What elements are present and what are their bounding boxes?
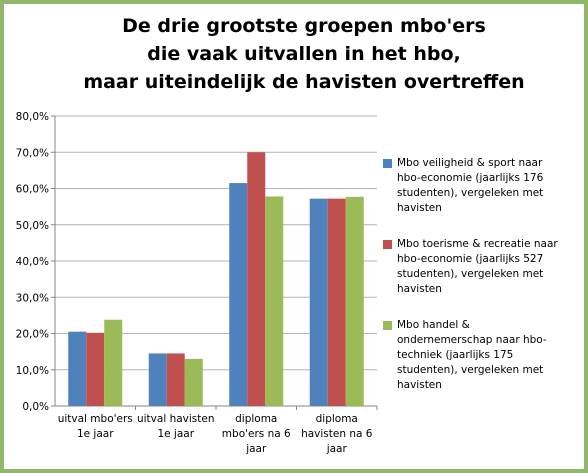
y-tick-label: 0,0% bbox=[22, 401, 49, 413]
x-tick-label-line: jaar bbox=[245, 443, 267, 455]
bar-series-2-1 bbox=[86, 332, 105, 406]
y-tick-label: 50,0% bbox=[16, 220, 49, 232]
legend-label-line: havisten bbox=[397, 202, 442, 214]
chart-title: De drie grootste groepen mbo'ers die vaa… bbox=[44, 12, 564, 96]
x-tick-label: uitval havisten 1e jaar bbox=[137, 413, 215, 440]
legend-label-line: Mbo veiligheid & sport naar bbox=[397, 157, 543, 169]
y-tick-label: 30,0% bbox=[16, 292, 49, 304]
bar-series-3-2 bbox=[184, 358, 203, 406]
chart-legend: Mbo veiligheid & sport naar hbo-economie … bbox=[383, 156, 578, 414]
bar-series-3-1 bbox=[104, 319, 123, 406]
chart-title-line-2: die vaak uitvallen in het hbo, bbox=[147, 43, 461, 65]
legend-swatch bbox=[383, 240, 392, 249]
legend-label-line: havisten bbox=[397, 379, 442, 391]
bar-series-2-3 bbox=[247, 152, 266, 406]
legend-swatch bbox=[383, 159, 392, 168]
x-tick-label: diploma mbo'ers na 6 jaar bbox=[222, 413, 291, 455]
bar-series-1-4 bbox=[309, 198, 328, 406]
x-tick-label-line: diploma bbox=[316, 413, 358, 425]
legend-label-line: hbo-economie (jaarlijks 527 bbox=[397, 253, 544, 265]
x-tick-label-line: 1e jaar bbox=[157, 428, 194, 440]
bar-series-2-2 bbox=[166, 353, 185, 406]
y-tick-label: 10,0% bbox=[16, 365, 49, 377]
x-tick-label-line: uitval mbo'ers bbox=[58, 413, 133, 425]
legend-label-line: ondernemerschap naar hbo- bbox=[397, 334, 547, 346]
bar-series-1-1 bbox=[68, 331, 87, 406]
legend-label-line: techniek (jaarlijks 175 bbox=[397, 349, 514, 361]
legend-item-3: Mbo handel & ondernemerschap naar hbo-tec… bbox=[383, 318, 578, 393]
bar-series-1-3 bbox=[229, 183, 248, 406]
x-tick-label-line: uitval havisten bbox=[137, 413, 215, 425]
x-tick-label-line: diploma bbox=[235, 413, 277, 425]
x-tick-label-line: havisten na 6 bbox=[301, 428, 373, 440]
chart-title-line-3: maar uiteindelijk de havisten overtreffe… bbox=[83, 71, 525, 93]
legend-swatch bbox=[383, 321, 392, 330]
legend-item-2: Mbo toerisme & recreatie naar hbo-economi… bbox=[383, 237, 578, 297]
bar-series-3-4 bbox=[345, 196, 364, 406]
legend-label-line: Mbo toerisme & recreatie naar bbox=[397, 238, 558, 250]
x-tick-label-line: jaar bbox=[326, 443, 348, 455]
y-tick-label: 60,0% bbox=[16, 184, 49, 196]
chart-title-line-1: De drie grootste groepen mbo'ers bbox=[122, 15, 486, 37]
legend-item-1: Mbo veiligheid & sport naar hbo-economie … bbox=[383, 156, 578, 216]
legend-label-line: Mbo handel & bbox=[397, 319, 470, 331]
legend-label-line: studenten), vergeleken met bbox=[397, 187, 544, 199]
legend-label-line: studenten), vergeleken met bbox=[397, 268, 544, 280]
bar-series-1-2 bbox=[148, 353, 167, 406]
legend-label-line: studenten), vergeleken met bbox=[397, 364, 544, 376]
y-tick-label: 70,0% bbox=[16, 147, 49, 159]
bar-series-2-4 bbox=[327, 198, 346, 406]
y-tick-label: 20,0% bbox=[16, 329, 49, 341]
y-tick-label: 80,0% bbox=[16, 111, 49, 123]
bar-series-3-3 bbox=[265, 196, 284, 406]
x-tick-label-line: mbo'ers na 6 bbox=[222, 428, 291, 440]
x-tick-label: diploma havisten na 6 jaar bbox=[301, 413, 373, 455]
legend-label-line: hbo-economie (jaarlijks 176 bbox=[397, 172, 544, 184]
x-tick-label: uitval mbo'ers 1e jaar bbox=[58, 413, 133, 440]
y-tick-label: 40,0% bbox=[16, 256, 49, 268]
x-tick-label-line: 1e jaar bbox=[77, 428, 114, 440]
legend-label-line: havisten bbox=[397, 283, 442, 295]
